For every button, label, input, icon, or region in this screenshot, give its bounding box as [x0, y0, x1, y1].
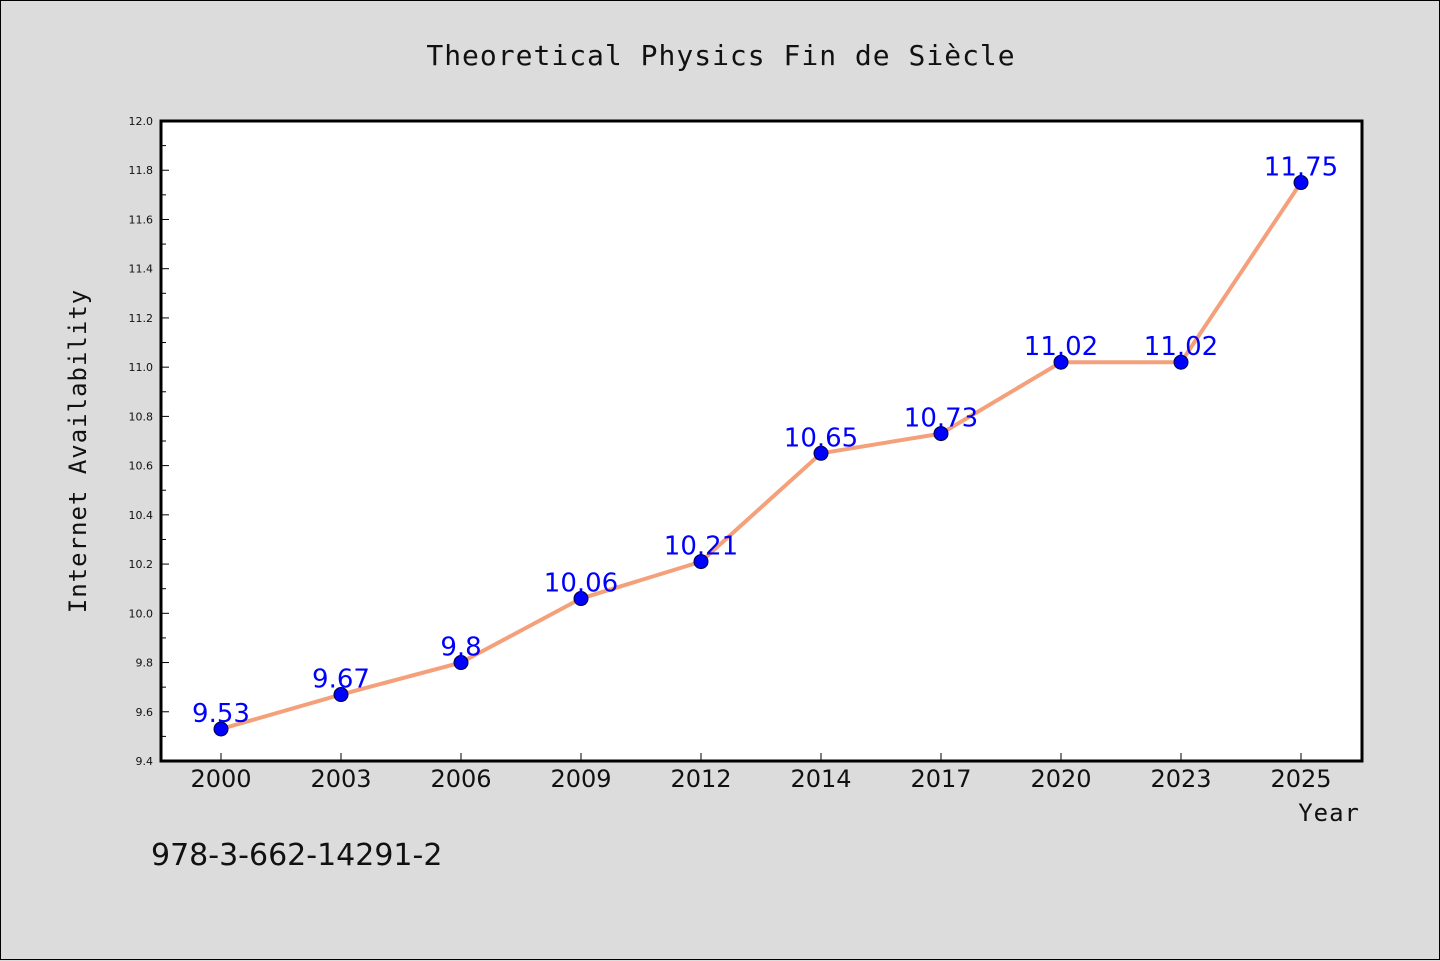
- y-tick-label: 11.2: [129, 312, 154, 325]
- x-tick-label: 2023: [1150, 765, 1211, 793]
- data-point: [453, 655, 469, 671]
- data-point: [933, 426, 949, 442]
- data-point: [1053, 354, 1069, 370]
- data-label: 11.02: [1024, 332, 1098, 362]
- x-axis-label: Year: [1298, 799, 1360, 827]
- y-axis-label: Internet Availability: [64, 289, 92, 613]
- data-label: 11.75: [1264, 153, 1338, 183]
- data-point: [573, 591, 589, 607]
- y-tick-label: 12.0: [129, 115, 154, 128]
- y-tick-label: 10.4: [129, 509, 154, 522]
- x-tick-label: 2014: [790, 765, 851, 793]
- x-tick-label: 2000: [190, 765, 251, 793]
- x-axis: 2000 2003 2006 2009 2012 2014 2017 2020 2023 2025: [190, 753, 1332, 793]
- data-point: [333, 687, 349, 703]
- data-label: 10.73: [904, 404, 978, 434]
- data-label: 10.06: [544, 569, 618, 599]
- data-point: [1293, 175, 1309, 191]
- data-label: 9.53: [192, 699, 250, 729]
- y-tick-label: 10.0: [129, 607, 154, 620]
- data-point: [813, 445, 829, 461]
- y-tick-label: 11.6: [129, 213, 154, 226]
- y-tick-label: 11.4: [129, 263, 154, 276]
- y-tick-label: 10.6: [129, 460, 154, 473]
- x-tick-label: 2020: [1030, 765, 1091, 793]
- x-tick-label: 2006: [430, 765, 491, 793]
- data-label: 10.21: [664, 532, 738, 562]
- isbn-text: 978-3-662-14291-2: [151, 838, 442, 873]
- x-tick-label: 2009: [550, 765, 611, 793]
- x-tick-label: 2012: [670, 765, 731, 793]
- y-tick-label: 10.8: [129, 410, 154, 423]
- y-tick-label: 11.0: [129, 361, 154, 374]
- y-tick-label: 9.6: [136, 706, 154, 719]
- chart-title: Theoretical Physics Fin de Siècle: [426, 39, 1015, 72]
- series-line-layer: [220, 181, 1303, 731]
- y-tick-label: 10.2: [129, 558, 154, 571]
- x-tick-label: 2025: [1270, 765, 1331, 793]
- markers-layer: [213, 175, 1309, 737]
- y-tick-label: 11.8: [129, 164, 154, 177]
- y-tick-label: 9.4: [136, 755, 154, 768]
- data-point: [213, 721, 229, 737]
- data-point: [693, 554, 709, 570]
- data-label: 10.65: [784, 423, 858, 453]
- plot-area: [159, 119, 1364, 763]
- data-label: 9.67: [312, 665, 370, 695]
- data-labels-layer: 9.53 9.67 9.8 10.06 10.21 10.65 10.73 11.02 11.0…: [192, 153, 1338, 729]
- series-line: [220, 181, 1303, 731]
- data-label: 9.8: [440, 633, 481, 663]
- y-axis: 9.4 9.6 9.8 10.0 10.2 10.4 10.6 10.8 11.0 11.2 11.…: [129, 115, 169, 768]
- data-point: [1173, 354, 1189, 370]
- x-tick-label: 2003: [310, 765, 371, 793]
- data-label: 11.02: [1144, 332, 1218, 362]
- x-tick-label: 2017: [910, 765, 971, 793]
- y-tick-label: 9.8: [136, 657, 154, 670]
